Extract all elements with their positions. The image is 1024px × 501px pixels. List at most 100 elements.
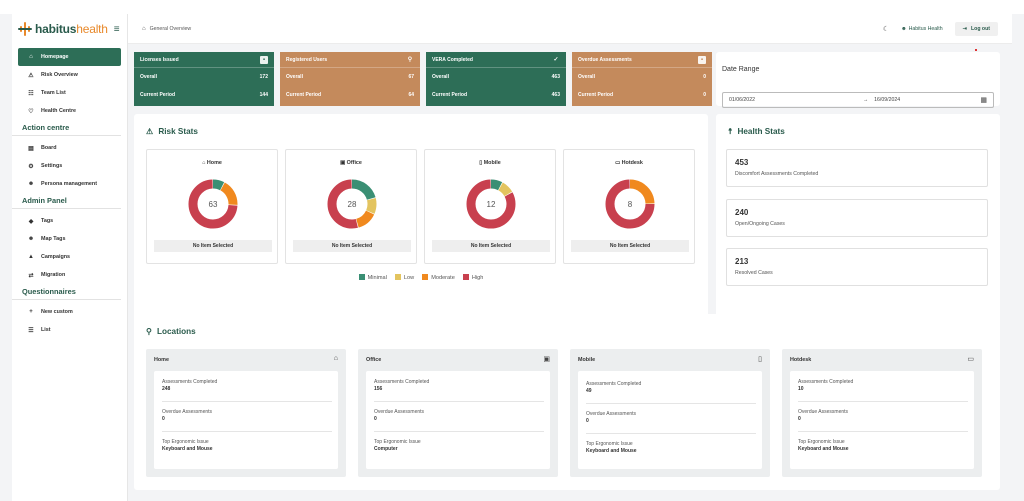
donut-slice-high[interactable] — [327, 179, 377, 229]
stat-overdue: Overdue Assessments 0 — [586, 411, 637, 424]
health-stats-card: ☨ Health Stats 453 Discomfort Assessment… — [716, 114, 1000, 349]
legend-item-low[interactable]: Low — [394, 274, 414, 281]
donut-title: ▭ Hotdesk — [615, 160, 643, 166]
kpi-overall-value: 67 — [408, 74, 414, 80]
donut-card-mobile[interactable]: ▯ Mobile 12 No Item Selected — [424, 149, 556, 264]
stat-overdue: Overdue Assessments 0 — [798, 409, 849, 422]
section-action-centre: Action centre — [12, 120, 121, 136]
kpi-period-label: Current Period — [286, 92, 322, 98]
team-icon: ☷ — [28, 90, 34, 97]
location-home: Home ⌂ Assessments Completed 248 Overdue … — [146, 349, 346, 477]
arrow-right-icon: → — [862, 97, 869, 103]
sidebar-item-label: Homepage — [41, 54, 69, 60]
logo[interactable]: habitushealth ≡ — [12, 14, 127, 44]
sidebar-item-campaigns[interactable]: ▲ Campaigns — [12, 248, 127, 266]
sidebar-item-label: Migration — [41, 272, 66, 278]
sidebar-item-new-custom[interactable]: + New custom — [12, 303, 127, 321]
kpi-title: VERA Completed — [432, 56, 473, 63]
date-range-input[interactable]: 01/06/2022 → 16/09/2024 ▦ — [722, 92, 994, 108]
sidebar-item-health-centre[interactable]: ♡ Health Centre — [12, 102, 127, 120]
legend-item-high[interactable]: High — [462, 274, 483, 281]
stat-label: Discomfort Assessments Completed — [735, 171, 819, 177]
no-item-selected: No Item Selected — [432, 240, 550, 252]
sidebar-item-tags[interactable]: ◆ Tags — [12, 212, 127, 230]
sidebar-item-map-tags[interactable]: ☻ Map Tags — [12, 230, 127, 248]
figure-icon: ☨ — [728, 127, 733, 136]
date-start: 01/06/2022 — [729, 97, 755, 103]
stat-overdue: Overdue Assessments 0 — [162, 409, 213, 422]
sidebar-item-homepage[interactable]: ⌂ Homepage — [18, 48, 121, 66]
sidebar-item-migration[interactable]: ⇄ Migration — [12, 266, 127, 284]
legend-item-moderate[interactable]: Moderate — [422, 274, 455, 281]
donut-slice-high[interactable] — [188, 179, 238, 229]
kpi-overall-label: Overall — [432, 74, 449, 80]
stat-value: 240 — [735, 208, 749, 217]
donut-center-label: 28 — [348, 200, 357, 209]
donut-card-home[interactable]: ⌂ Home 63 No Item Selected — [146, 149, 278, 264]
megaphone-icon: ▲ — [28, 254, 34, 260]
warning-icon: ⚠ — [146, 127, 154, 136]
dark-mode-toggle-icon[interactable]: ☾ — [882, 25, 890, 33]
donut-chart-office: 28 — [327, 179, 377, 229]
donut-center-label: 63 — [209, 200, 218, 209]
section-admin-panel: Admin Panel — [12, 193, 121, 209]
donut-slice-moderate[interactable] — [188, 179, 238, 229]
gear-icon: ⚙ — [28, 163, 34, 170]
sidebar-item-persona-management[interactable]: ☻ Persona management — [12, 175, 127, 193]
kpi-title: Overdue Assessments — [578, 56, 632, 63]
board-icon: ▤ — [28, 145, 34, 152]
donut-chart-hotdesk: 8 — [605, 179, 655, 229]
kpi-vera-completed: VERA Completed ✓ Overall 463 Current Perio… — [426, 52, 566, 106]
location-pin-icon: ⚲ — [146, 327, 152, 336]
tag-icon: ◆ — [28, 218, 34, 225]
sidebar-item-list[interactable]: ☰ List — [12, 321, 127, 339]
logout-button[interactable]: ⇥ Log out — [954, 21, 998, 36]
stat-top-issue: Top Ergonomic Issue Keyboard and Mouse — [798, 439, 849, 452]
location-name: Office — [366, 357, 382, 363]
donut-slice-high[interactable] — [466, 179, 516, 229]
kpi-licenses-issued: Licenses Issued ▪ Overall 172 Current Peri… — [134, 52, 274, 106]
sidebar: habitushealth ≡ ⌂ Homepage ⚠ Risk Overvi… — [12, 14, 128, 501]
date-range-card: Date Range 01/06/2022 → 16/09/2024 ▦ — [716, 52, 1000, 108]
kpi-overall-label: Overall — [140, 74, 157, 80]
kpi-period-value: 144 — [259, 92, 268, 98]
kpi-overall-value: 463 — [551, 74, 560, 80]
sidebar-item-label: Tags — [41, 218, 54, 224]
sidebar-item-team-list[interactable]: ☷ Team List — [12, 84, 127, 102]
sidebar-item-settings[interactable]: ⚙ Settings — [12, 157, 127, 175]
sidebar-item-risk-overview[interactable]: ⚠ Risk Overview — [12, 66, 127, 84]
list-icon: ☰ — [28, 327, 34, 334]
donut-slice-high[interactable] — [605, 179, 655, 229]
kpi-period-value: 463 — [551, 92, 560, 98]
legend-item-minimal[interactable]: Minimal — [358, 274, 387, 281]
stat-value: 213 — [735, 257, 749, 266]
no-item-selected: No Item Selected — [571, 240, 689, 252]
sidebar-item-label: Campaigns — [41, 254, 71, 260]
users-icon: ☻ — [901, 25, 907, 32]
donut-slice-low[interactable] — [327, 179, 377, 229]
risk-stats-card: ⚠ Risk Stats ⌂ Home 63 No Item Selected … — [134, 114, 708, 349]
location-mobile: Mobile ▯ Assessments Completed 49 Overdue… — [570, 349, 770, 477]
no-item-selected: No Item Selected — [154, 240, 272, 252]
menu-toggle-icon[interactable]: ≡ — [113, 23, 120, 35]
kpi-overall-label: Overall — [286, 74, 303, 80]
donut-card-hotdesk[interactable]: ▭ Hotdesk 8 No Item Selected — [563, 149, 695, 264]
monitor-icon: ▭ — [967, 356, 974, 363]
stat-value: 453 — [735, 158, 749, 167]
calendar-icon[interactable]: ▦ — [980, 97, 987, 104]
location-name: Home — [154, 357, 169, 363]
main-content: Licenses Issued ▪ Overall 172 Current Peri… — [128, 44, 1012, 501]
health-stat-discomfort: 453 Discomfort Assessments Completed — [726, 149, 988, 187]
donut-card-office[interactable]: ▣ Office 28 No Item Selected — [285, 149, 417, 264]
stat-label: Open/Ongoing Cases — [735, 221, 785, 227]
kpi-overall-value: 0 — [703, 74, 706, 80]
breadcrumb: ⌂ General Overview — [142, 26, 191, 32]
no-item-selected: No Item Selected — [293, 240, 411, 252]
stat-top-issue: Top Ergonomic Issue Computer — [374, 439, 421, 452]
arrows-icon: ⇄ — [28, 272, 34, 279]
kpi-overall-value: 172 — [259, 74, 268, 80]
donut-center-label: 12 — [487, 200, 496, 209]
sidebar-item-board[interactable]: ▤ Board — [12, 139, 127, 157]
user-menu[interactable]: ☻ Habitus Health — [901, 26, 943, 32]
kpi-period-label: Current Period — [578, 92, 614, 98]
